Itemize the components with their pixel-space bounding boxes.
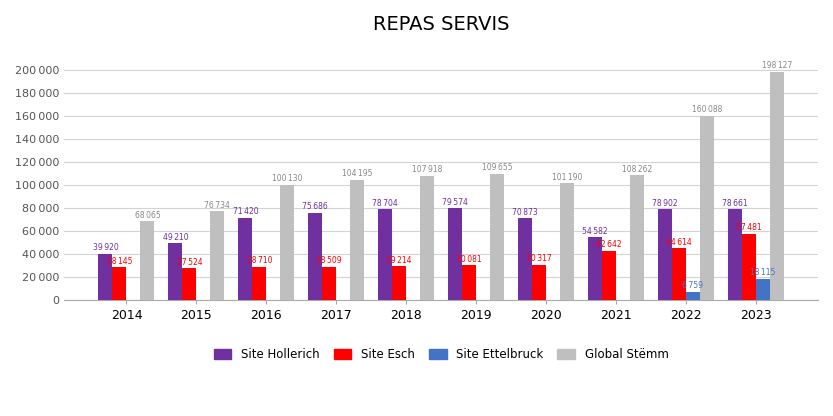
Text: 27 524: 27 524 xyxy=(177,258,202,267)
Text: 39 920: 39 920 xyxy=(92,243,118,253)
Bar xyxy=(490,173,504,300)
Bar xyxy=(448,208,462,300)
Bar xyxy=(378,209,392,300)
Text: 28 145: 28 145 xyxy=(107,257,132,266)
Text: 57 481: 57 481 xyxy=(736,223,761,232)
Title: REPAS SERVIS: REPAS SERVIS xyxy=(373,15,509,34)
Text: 78 902: 78 902 xyxy=(652,198,678,208)
Bar xyxy=(168,243,182,300)
Text: 160 088: 160 088 xyxy=(691,105,722,114)
Text: 28 509: 28 509 xyxy=(317,257,342,265)
Bar xyxy=(700,116,714,300)
Bar xyxy=(350,180,364,300)
Text: 198 127: 198 127 xyxy=(761,62,792,70)
Text: 78 661: 78 661 xyxy=(722,199,747,208)
Text: 29 214: 29 214 xyxy=(387,256,412,265)
Bar xyxy=(462,265,476,300)
Text: 30 081: 30 081 xyxy=(456,255,482,264)
Bar xyxy=(280,185,294,300)
Bar xyxy=(392,266,407,300)
Bar xyxy=(98,254,112,300)
Text: 6 759: 6 759 xyxy=(682,282,703,290)
Bar xyxy=(770,72,784,300)
Bar xyxy=(182,268,197,300)
Text: 18 115: 18 115 xyxy=(750,268,776,277)
Bar xyxy=(532,265,546,300)
Bar xyxy=(630,175,644,300)
Bar xyxy=(420,176,434,300)
Text: 68 065: 68 065 xyxy=(135,211,160,220)
Bar xyxy=(741,233,756,300)
Bar xyxy=(211,211,224,300)
Text: 30 317: 30 317 xyxy=(526,255,552,263)
Text: 44 614: 44 614 xyxy=(666,238,691,247)
Text: 71 420: 71 420 xyxy=(232,207,258,216)
Bar xyxy=(756,279,770,300)
Bar xyxy=(672,248,686,300)
Text: 101 190: 101 190 xyxy=(551,173,582,182)
Bar xyxy=(658,209,672,300)
Bar xyxy=(238,218,252,300)
Text: 79 574: 79 574 xyxy=(442,198,468,207)
Bar xyxy=(686,292,700,300)
Text: 49 210: 49 210 xyxy=(162,233,188,242)
Bar xyxy=(728,209,741,300)
Bar xyxy=(112,267,127,300)
Text: 76 734: 76 734 xyxy=(204,201,230,210)
Text: 42 642: 42 642 xyxy=(596,240,621,249)
Text: 28 710: 28 710 xyxy=(247,256,272,265)
Bar xyxy=(602,250,616,300)
Bar xyxy=(560,183,574,300)
Bar xyxy=(252,267,267,300)
Text: 78 704: 78 704 xyxy=(372,199,398,208)
Text: 108 262: 108 262 xyxy=(621,165,652,174)
Text: 75 686: 75 686 xyxy=(302,202,328,211)
Text: 100 130: 100 130 xyxy=(272,174,302,183)
Bar xyxy=(588,237,602,300)
Bar xyxy=(518,218,532,300)
Legend: Site Hollerich, Site Esch, Site Ettelbruck, Global Stëmm: Site Hollerich, Site Esch, Site Ettelbru… xyxy=(209,344,673,366)
Bar xyxy=(322,267,337,300)
Text: 107 918: 107 918 xyxy=(412,165,442,174)
Text: 104 195: 104 195 xyxy=(342,169,372,178)
Text: 109 655: 109 655 xyxy=(481,163,512,172)
Text: 70 873: 70 873 xyxy=(512,208,538,217)
Bar xyxy=(141,221,154,300)
Text: 54 582: 54 582 xyxy=(582,226,608,235)
Bar xyxy=(308,213,322,300)
